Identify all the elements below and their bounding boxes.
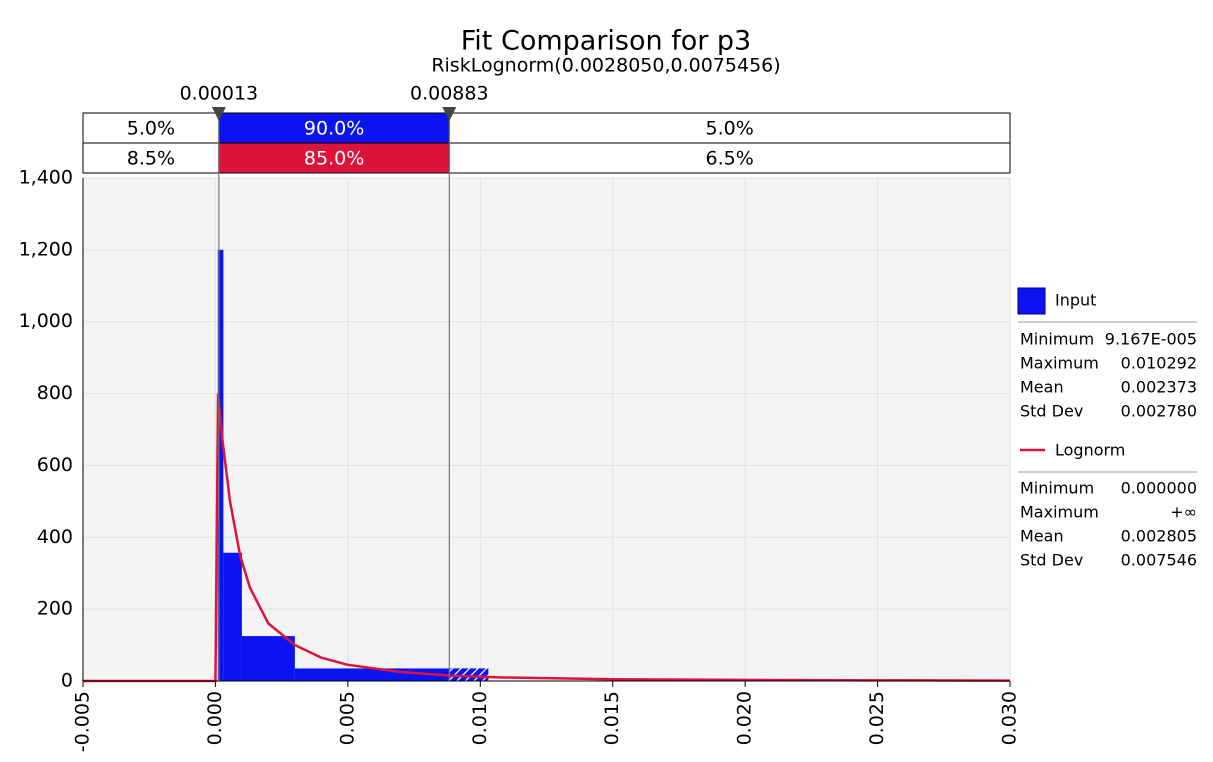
percent-label: 6.5% <box>706 148 754 170</box>
y-tick-label: 600 <box>37 454 73 476</box>
y-tick-label: 400 <box>37 526 73 548</box>
percent-segment <box>82 142 220 174</box>
delimiter-label: 0.00883 <box>410 83 489 105</box>
delimiter-handle <box>211 107 226 121</box>
y-tick-label: 200 <box>37 598 73 620</box>
percent-label: 90.0% <box>304 118 364 140</box>
percent-segment <box>218 142 450 174</box>
x-tick-label: 0.000 <box>204 691 226 745</box>
legend-label: Lognorm <box>1055 441 1125 460</box>
stat-label: Maximum <box>1020 354 1099 373</box>
percent-label: 5.0% <box>706 118 754 140</box>
stat-label: Std Dev <box>1020 402 1083 421</box>
stat-value: 0.007546 <box>1121 551 1197 570</box>
stat-value: +∞ <box>1170 503 1197 522</box>
y-tick-label: 1,000 <box>19 310 73 332</box>
percent-segment <box>448 112 1011 144</box>
x-tick-label: 0.010 <box>469 691 491 745</box>
stat-label: Minimum <box>1020 479 1094 498</box>
x-tick-label: 0.015 <box>601 691 623 745</box>
stat-label: Maximum <box>1020 503 1099 522</box>
percent-segment <box>218 112 450 144</box>
stat-value: 0.000000 <box>1121 479 1197 498</box>
stat-value: 0.002780 <box>1121 402 1197 421</box>
x-tick-label: -0.005 <box>72 691 94 752</box>
stat-label: Mean <box>1020 378 1064 397</box>
y-tick-label: 800 <box>37 382 73 404</box>
stat-label: Mean <box>1020 527 1064 546</box>
stat-label: Minimum <box>1020 330 1094 349</box>
histogram-bar <box>294 668 489 681</box>
percent-label: 5.0% <box>127 118 175 140</box>
histogram-bar <box>223 552 242 681</box>
legend-label: Input <box>1055 291 1096 310</box>
y-tick-label: 1,400 <box>19 167 73 189</box>
y-tick-label: 0 <box>61 670 73 692</box>
stat-value: 0.010292 <box>1121 354 1197 373</box>
delimiter-handle <box>442 107 457 121</box>
delimiter-label: 0.00013 <box>180 83 259 105</box>
histogram-bar <box>241 636 295 681</box>
stat-value: 9.167E-005 <box>1105 330 1197 349</box>
stat-value: 0.002805 <box>1121 527 1197 546</box>
percent-label: 8.5% <box>127 148 175 170</box>
stat-value: 0.002373 <box>1121 378 1197 397</box>
legend-swatch <box>1017 287 1046 315</box>
percent-segment <box>448 142 1011 174</box>
chart-subtitle: RiskLognorm(0.0028050,0.0075456) <box>431 55 780 77</box>
y-tick-label: 1,200 <box>19 238 73 260</box>
percent-label: 85.0% <box>304 148 364 170</box>
chart-title: Fit Comparison for p3 <box>461 26 752 57</box>
x-tick-label: 0.005 <box>336 691 358 745</box>
x-tick-label: 0.025 <box>866 691 888 745</box>
stat-label: Std Dev <box>1020 551 1083 570</box>
fit-curve <box>83 393 1011 683</box>
x-tick-label: 0.020 <box>734 691 756 745</box>
x-tick-label: 0.030 <box>999 691 1021 745</box>
histogram-bar <box>217 249 224 681</box>
